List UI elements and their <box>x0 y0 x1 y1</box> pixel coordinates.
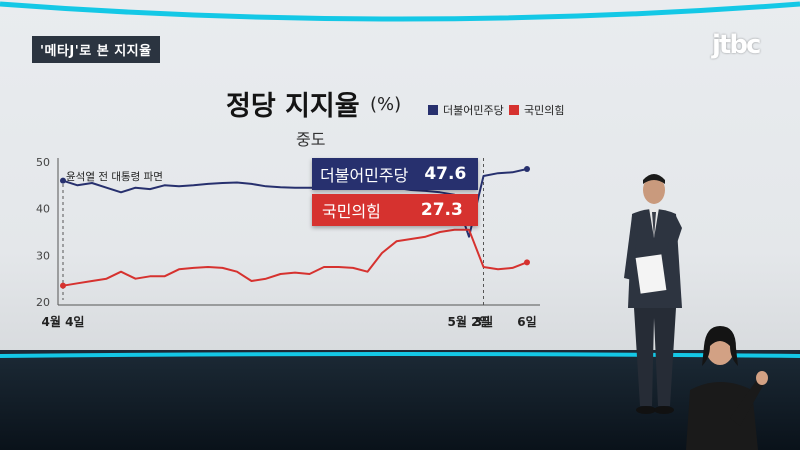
y-tick-label: 20 <box>36 296 50 309</box>
series-line-0 <box>62 168 528 238</box>
legend-item-ppp: 국민의힘 <box>509 102 564 118</box>
y-tick-label: 30 <box>36 249 50 262</box>
series-line-1 <box>62 228 528 287</box>
chart-subtitle: 중도 <box>296 130 326 149</box>
y-tick-label: 50 <box>36 156 50 169</box>
callout-ppp-value: 27.3 <box>420 200 463 220</box>
series-point-1 <box>60 282 66 289</box>
series-point-0 <box>60 177 66 184</box>
callout-democratic-name: 더불어민주당 <box>320 166 409 185</box>
callout-democratic: 더불어민주당 47.6 <box>312 158 478 190</box>
legend-item-democratic: 더불어민주당 <box>428 102 504 118</box>
x-tick-label: 5월 2일 <box>448 314 491 329</box>
legend-label-democratic: 더불어민주당 <box>443 104 504 117</box>
x-tick-label: 6일 <box>517 315 536 329</box>
jtbc-logo: jtbc <box>712 30 761 60</box>
chart-axes <box>57 158 540 306</box>
legend-swatch-blue <box>428 105 438 115</box>
legend-label-ppp: 국민의힘 <box>524 104 565 117</box>
chart-lines <box>60 166 530 289</box>
segment-tag: '메타J'로 본 지지율 <box>32 36 160 63</box>
x-tick-label: 4월 4일 <box>42 314 85 329</box>
series-point-0 <box>524 166 530 172</box>
sign-interpreter-figure <box>686 326 768 450</box>
x-tick-label: 3일 <box>474 315 493 329</box>
chart-markers <box>62 158 484 305</box>
chart-unit: (%) <box>370 94 402 115</box>
presenter-figure <box>624 174 682 414</box>
chart-title: 정당 지지율 <box>226 91 360 122</box>
y-tick-label: 40 <box>36 203 50 216</box>
annotation-label: 윤석열 전 대통령 파면 <box>66 171 163 183</box>
top-light-strip <box>0 1 800 22</box>
series-point-1 <box>524 259 530 266</box>
callout-democratic-value: 47.6 <box>424 164 467 184</box>
callout-ppp: 국민의힘 27.3 <box>312 194 478 226</box>
bottom-light-strip <box>0 352 800 358</box>
legend-swatch-red <box>509 105 519 115</box>
callout-ppp-name: 국민의힘 <box>322 202 381 221</box>
